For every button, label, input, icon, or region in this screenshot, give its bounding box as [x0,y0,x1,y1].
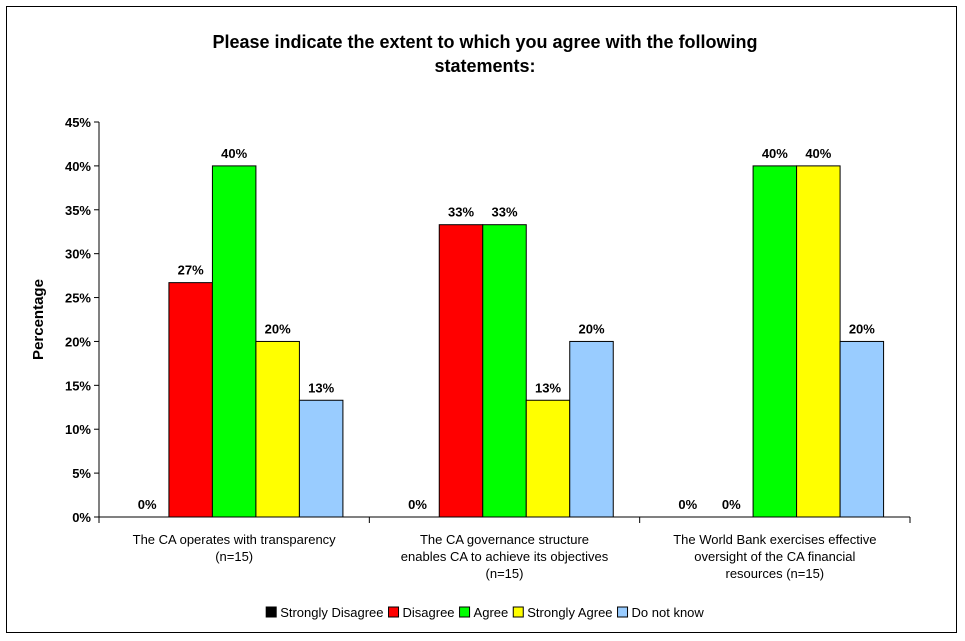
bar-agree [752,165,798,518]
data-label: 40% [762,146,788,161]
y-tick-label: 30% [65,247,91,262]
bar-strongly-agree [525,399,571,518]
legend-swatch-strongly-agree [512,606,524,618]
legend-swatch-disagree [388,606,400,618]
legend-label: Strongly Agree [527,605,612,620]
data-label: 40% [221,146,247,161]
data-label: 20% [578,321,604,336]
data-label: 13% [535,380,561,395]
chart-legend: Strongly Disagree Disagree Agree Strongly A… [265,605,705,620]
legend-label: Disagree [403,605,455,620]
bar-disagree [438,224,484,518]
legend-swatch-strongly-disagree [265,606,277,618]
data-label: 0% [408,497,427,512]
bar-agree [211,165,257,518]
x-category-label: The World Bank exercises effective [673,532,876,547]
legend-label: Do not know [632,605,705,620]
y-tick-label: 0% [72,510,91,525]
x-category-label: resources (n=15) [726,566,825,581]
chart-bars [168,165,885,518]
bar-disagree [168,282,213,518]
data-label: 40% [805,146,831,161]
x-category-label: (n=15) [486,566,524,581]
bar-do-not-know [839,340,885,518]
chart-frame: Please indicate the extent to which you … [6,6,957,633]
y-tick-label: 20% [65,334,91,349]
legend-swatch-agree [459,606,471,618]
data-label: 27% [178,263,204,278]
x-category-label: (n=15) [215,549,253,564]
x-category-label: The CA operates with transparency [133,532,337,547]
x-category-label: oversight of the CA financial [694,549,855,564]
y-tick-label: 10% [65,422,91,437]
data-label: 20% [265,321,291,336]
chart-title-line-2: statements: [434,56,535,76]
x-category-label: enables CA to achieve its objectives [401,549,609,564]
y-tick-label: 25% [65,291,91,306]
bar-strongly-agree [255,340,300,518]
data-label: 33% [448,205,474,220]
bar-do-not-know [569,340,614,518]
legend-label: Strongly Disagree [280,605,383,620]
chart-axes: 0% 5% 10% 15% 20% 25% 30% 35% 40% 45% Percentage Th… [30,115,911,581]
y-tick-label: 40% [65,159,91,174]
data-label: 0% [678,497,697,512]
data-label: 0% [138,497,157,512]
bar-do-not-know [298,399,344,518]
y-tick-label: 45% [65,115,91,130]
y-tick-label: 15% [65,378,91,393]
x-category-label: The CA governance structure [420,532,589,547]
chart-title-line-1: Please indicate the extent to which you … [212,32,757,52]
bar-agree [482,224,527,518]
chart-title: Please indicate the extent to which you … [212,32,757,76]
legend-label: Agree [474,605,509,620]
data-label: 20% [849,321,875,336]
data-label: 0% [722,497,741,512]
data-label: 33% [491,205,517,220]
y-tick-label: 35% [65,203,91,218]
data-label: 13% [308,380,334,395]
bar-chart: Please indicate the extent to which you … [30,32,911,620]
legend-swatch-do-not-know [617,606,629,618]
chart-data-labels: 0% 0% 0% 27% 33% 0% 40% 33% 40% 20% 13% 40% 13% 20% 20… [138,146,876,512]
bar-strongly-agree [796,165,841,518]
y-axis-label: Percentage [30,279,47,360]
y-tick-label: 5% [72,466,91,481]
